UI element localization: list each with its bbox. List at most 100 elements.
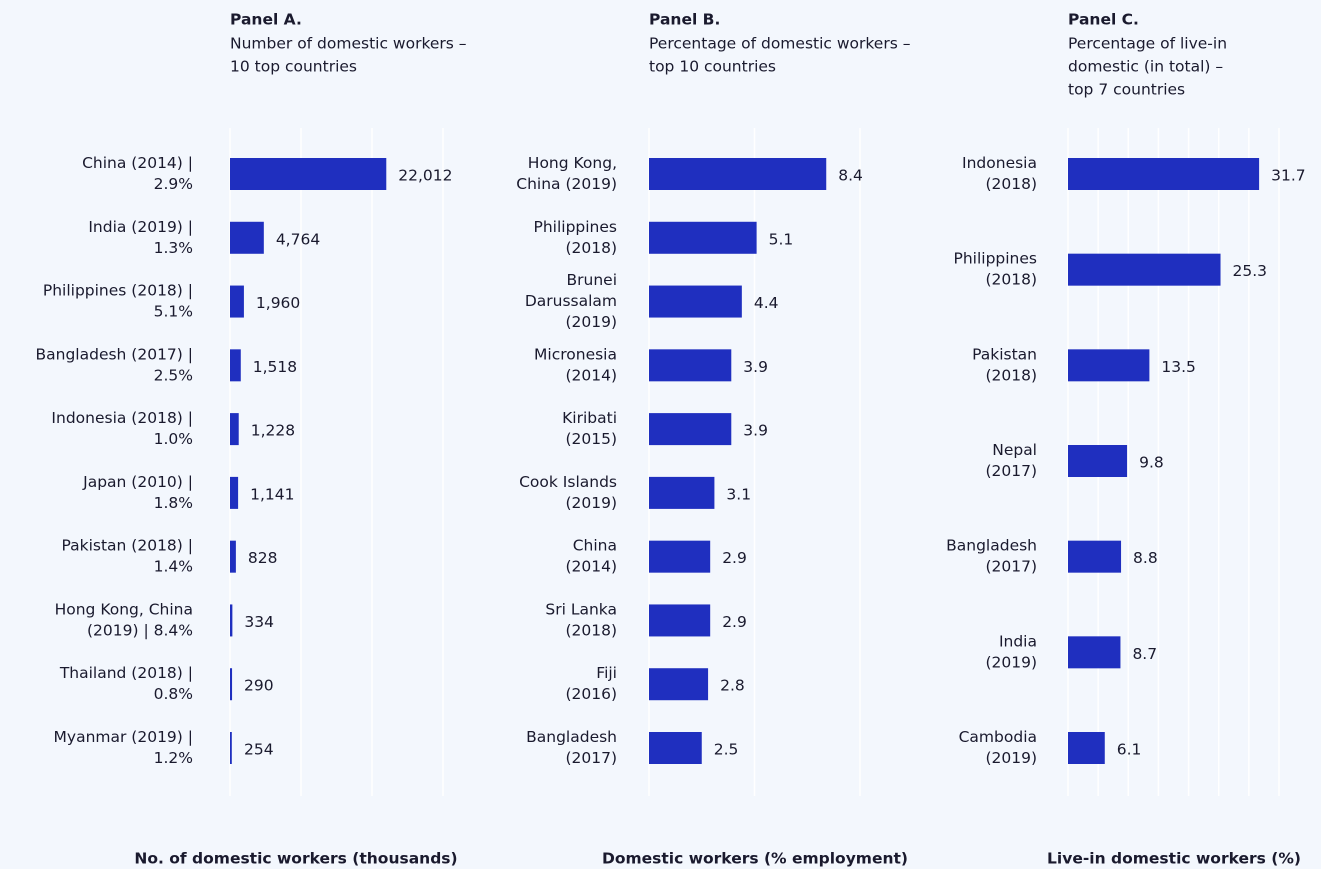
category-label: 5.1% [154, 303, 193, 321]
value-label: 31.7 [1271, 167, 1306, 185]
bar [1068, 158, 1260, 190]
panel-subtitle: 10 top countries [230, 58, 357, 76]
category-label: (2019) | 8.4% [87, 621, 193, 639]
category-label: (2016) [565, 685, 617, 703]
category-label: 0.8% [154, 685, 193, 703]
category-label: (2019) [565, 494, 617, 512]
value-label: 3.9 [743, 358, 768, 376]
value-label: 1,228 [251, 422, 295, 440]
category-label: Darussalam [525, 292, 617, 310]
category-label: (2018) [565, 239, 617, 257]
bar [649, 285, 742, 318]
category-label: 2.9% [154, 175, 193, 193]
category-label: Philippines [953, 250, 1037, 268]
bar [1068, 732, 1105, 764]
bar [230, 349, 241, 382]
bar [1068, 349, 1150, 382]
value-label: 334 [244, 613, 274, 631]
value-label: 2.8 [720, 677, 745, 695]
value-label: 8.4 [838, 167, 863, 185]
category-label: (2018) [565, 621, 617, 639]
category-label: Kiribati [562, 409, 617, 427]
value-label: 2.5 [714, 741, 739, 759]
category-label: Pakistan [972, 345, 1037, 363]
bar [649, 732, 702, 764]
value-label: 1,518 [253, 358, 297, 376]
category-label: Pakistan (2018) | [61, 537, 193, 555]
category-label: Indonesia [962, 154, 1037, 172]
bar [649, 158, 827, 190]
category-label: China (2019) [516, 175, 617, 193]
bar [230, 668, 233, 701]
category-label: (2014) [565, 366, 617, 384]
category-label: Hong Kong, China [55, 600, 193, 618]
category-label: Cambodia [959, 728, 1037, 746]
category-label: 1.4% [154, 558, 193, 576]
category-label: 1.3% [154, 239, 193, 257]
bar [230, 221, 264, 254]
category-label: 1.0% [154, 430, 193, 448]
value-label: 6.1 [1117, 741, 1142, 759]
category-label: 2.5% [154, 366, 193, 384]
panel-subtitle: domestic (in total) – [1068, 58, 1223, 76]
value-label: 9.8 [1139, 454, 1164, 472]
axis-label: Live-in domestic workers (%) [1047, 850, 1301, 868]
category-label: (2018) [985, 366, 1037, 384]
value-label: 22,012 [398, 167, 452, 185]
category-label: 1.8% [154, 494, 193, 512]
bar [649, 221, 757, 254]
bar [649, 540, 711, 573]
category-label: Sri Lanka [545, 600, 617, 618]
value-label: 13.5 [1161, 358, 1196, 376]
value-label: 828 [248, 549, 278, 567]
category-label: India [999, 632, 1037, 650]
value-label: 8.8 [1133, 549, 1158, 567]
bar [649, 349, 732, 382]
panel-subtitle: Number of domestic workers – [230, 35, 467, 53]
category-label: (2017) [985, 558, 1037, 576]
bar [230, 158, 387, 190]
value-label: 4.4 [754, 294, 779, 312]
category-label: (2015) [565, 430, 617, 448]
value-label: 5.1 [769, 230, 794, 248]
panel-subtitle: top 10 countries [649, 58, 776, 76]
category-label: (2014) [565, 558, 617, 576]
value-label: 25.3 [1233, 262, 1268, 280]
category-label: Philippines [533, 218, 617, 236]
bar [1068, 445, 1128, 477]
bar [649, 668, 709, 701]
value-label: 1,141 [250, 485, 294, 503]
bar [230, 285, 244, 318]
bar [230, 413, 239, 446]
category-label: (2018) [985, 175, 1037, 193]
bar [1068, 253, 1221, 286]
panel-subtitle: Percentage of domestic workers – [649, 35, 910, 53]
category-label: Micronesia [534, 345, 617, 363]
panel-subtitle: Percentage of live-in [1068, 35, 1227, 53]
category-label: (2017) [985, 462, 1037, 480]
value-label: 3.1 [726, 485, 751, 503]
value-label: 290 [244, 677, 274, 695]
category-label: (2019) [565, 313, 617, 331]
category-label: Nepal [992, 441, 1037, 459]
category-label: (2017) [565, 749, 617, 767]
bar [1068, 540, 1122, 573]
category-label: China [573, 537, 617, 555]
category-label: Bangladesh (2017) | [36, 345, 194, 363]
category-label: Japan (2010) | [82, 473, 193, 491]
bar [230, 604, 233, 637]
category-label: (2019) [985, 749, 1037, 767]
bar [230, 732, 232, 764]
category-label: Hong Kong, [528, 154, 617, 172]
category-label: (2018) [985, 271, 1037, 289]
panel-title: Panel C. [1068, 11, 1139, 29]
category-label: Philippines (2018) | [43, 282, 193, 300]
category-label: Fiji [596, 664, 617, 682]
panel-subtitle: top 7 countries [1068, 81, 1185, 99]
category-label: Myanmar (2019) | [54, 728, 193, 746]
axis-label: Domestic workers (% employment) [602, 850, 908, 868]
panel-title: Panel B. [649, 11, 720, 29]
value-label: 8.7 [1132, 645, 1157, 663]
category-label: India (2019) | [88, 218, 193, 236]
bar [649, 413, 732, 446]
